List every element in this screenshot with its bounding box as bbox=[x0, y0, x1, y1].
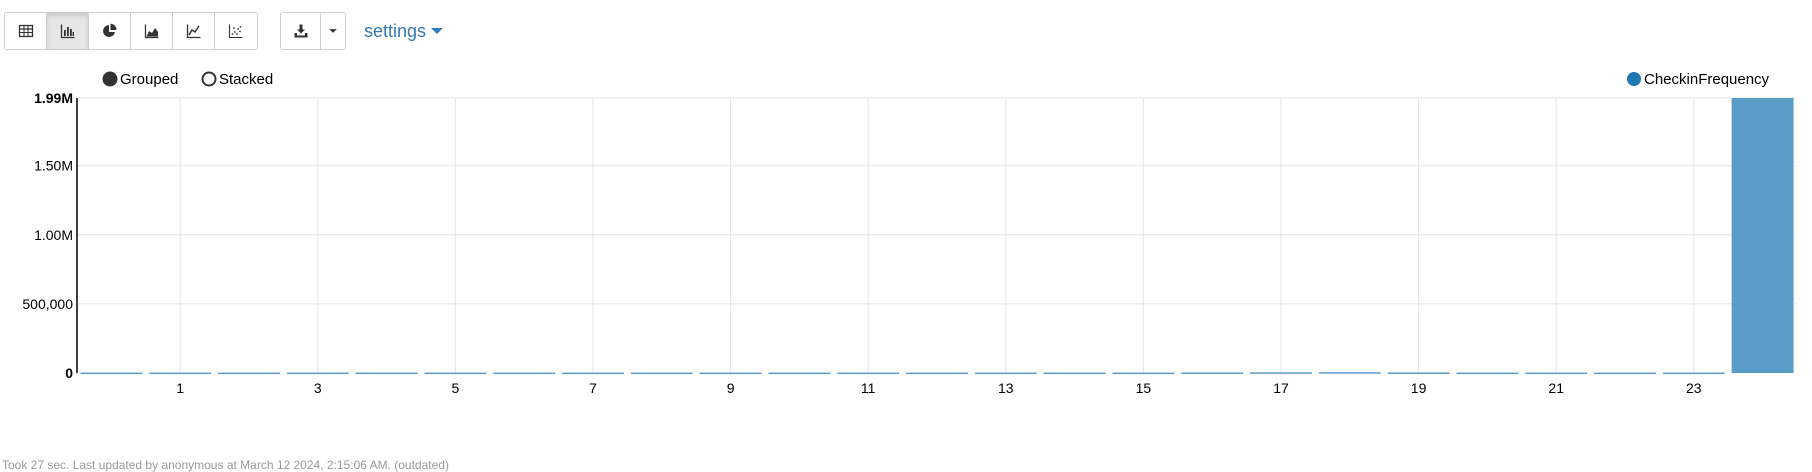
legend-label[interactable]: CheckinFrequency bbox=[1644, 71, 1770, 88]
area-chart-button[interactable] bbox=[131, 13, 173, 49]
bar[interactable] bbox=[906, 372, 968, 375]
bar[interactable] bbox=[424, 372, 487, 375]
bar[interactable] bbox=[837, 372, 900, 375]
bar[interactable] bbox=[1525, 372, 1588, 375]
bar[interactable] bbox=[1662, 372, 1725, 375]
bar[interactable] bbox=[1043, 372, 1106, 375]
x-tick-label: 15 bbox=[1136, 380, 1152, 396]
bar[interactable] bbox=[218, 372, 280, 375]
y-tick-label: 1.00M bbox=[34, 227, 73, 243]
chart-toolbar: settings bbox=[4, 12, 444, 50]
download-options-button[interactable] bbox=[321, 13, 345, 49]
bar[interactable] bbox=[630, 372, 693, 375]
x-tick-label: 21 bbox=[1548, 380, 1564, 396]
bar-chart-icon bbox=[60, 24, 74, 39]
bar[interactable] bbox=[355, 372, 418, 375]
line-chart-button[interactable] bbox=[173, 13, 215, 49]
stacked-label[interactable]: Stacked bbox=[219, 71, 273, 88]
chevron-down-icon bbox=[431, 28, 444, 34]
x-tick-label: 19 bbox=[1411, 380, 1427, 396]
scatter-chart-button[interactable] bbox=[215, 13, 257, 49]
x-tick-label: 5 bbox=[452, 380, 460, 396]
x-tick-label: 11 bbox=[861, 380, 876, 396]
y-tick-label: 1.50M bbox=[34, 158, 73, 174]
bar-chart-button[interactable] bbox=[47, 13, 89, 49]
x-tick-label: 13 bbox=[998, 380, 1014, 396]
grouped-label[interactable]: Grouped bbox=[120, 71, 178, 88]
line-chart-icon bbox=[186, 24, 200, 39]
y-tick-label: 1.99M bbox=[34, 90, 73, 106]
bar[interactable] bbox=[1594, 372, 1656, 375]
download-button[interactable] bbox=[281, 13, 321, 49]
stacked-radio[interactable] bbox=[201, 71, 217, 87]
download-icon bbox=[294, 24, 307, 38]
y-tick-label: 0 bbox=[65, 365, 73, 381]
x-tick-label: 3 bbox=[314, 380, 322, 396]
bar[interactable] bbox=[1318, 372, 1381, 374]
bar[interactable] bbox=[1731, 98, 1794, 373]
bar[interactable] bbox=[149, 372, 212, 375]
bar[interactable] bbox=[974, 372, 1037, 375]
status-footer: Took 27 sec. Last updated by anonymous a… bbox=[2, 458, 449, 472]
bar[interactable] bbox=[80, 372, 143, 375]
bar[interactable] bbox=[768, 372, 831, 375]
bar[interactable] bbox=[1250, 372, 1312, 374]
grouped-radio[interactable] bbox=[102, 71, 118, 87]
download-group bbox=[280, 12, 346, 50]
bar[interactable] bbox=[1456, 372, 1519, 375]
x-tick-label: 9 bbox=[727, 380, 735, 396]
table-view-button[interactable] bbox=[5, 13, 47, 49]
bar[interactable] bbox=[493, 372, 556, 375]
bar[interactable] bbox=[1387, 372, 1450, 374]
chart-type-group bbox=[4, 12, 258, 50]
bar[interactable] bbox=[699, 372, 762, 375]
legend-marker[interactable] bbox=[1627, 72, 1641, 86]
settings-dropdown[interactable]: settings bbox=[364, 20, 444, 42]
bar[interactable] bbox=[562, 372, 624, 375]
pie-chart-button[interactable] bbox=[89, 13, 131, 49]
x-tick-label: 1 bbox=[176, 380, 184, 396]
bar[interactable] bbox=[1181, 372, 1244, 374]
y-tick-label: 500,000 bbox=[22, 296, 73, 312]
settings-label: settings bbox=[364, 20, 427, 41]
pie-chart-icon bbox=[102, 23, 117, 37]
x-tick-label: 7 bbox=[589, 380, 597, 396]
x-tick-label: 17 bbox=[1273, 380, 1289, 396]
bar[interactable] bbox=[1112, 372, 1175, 375]
scatter-chart-icon bbox=[228, 24, 243, 39]
table-icon bbox=[18, 24, 33, 38]
bar[interactable] bbox=[286, 372, 349, 375]
chevron-down-icon bbox=[329, 29, 337, 33]
x-tick-label: 23 bbox=[1686, 380, 1702, 396]
area-chart-icon bbox=[144, 24, 158, 39]
